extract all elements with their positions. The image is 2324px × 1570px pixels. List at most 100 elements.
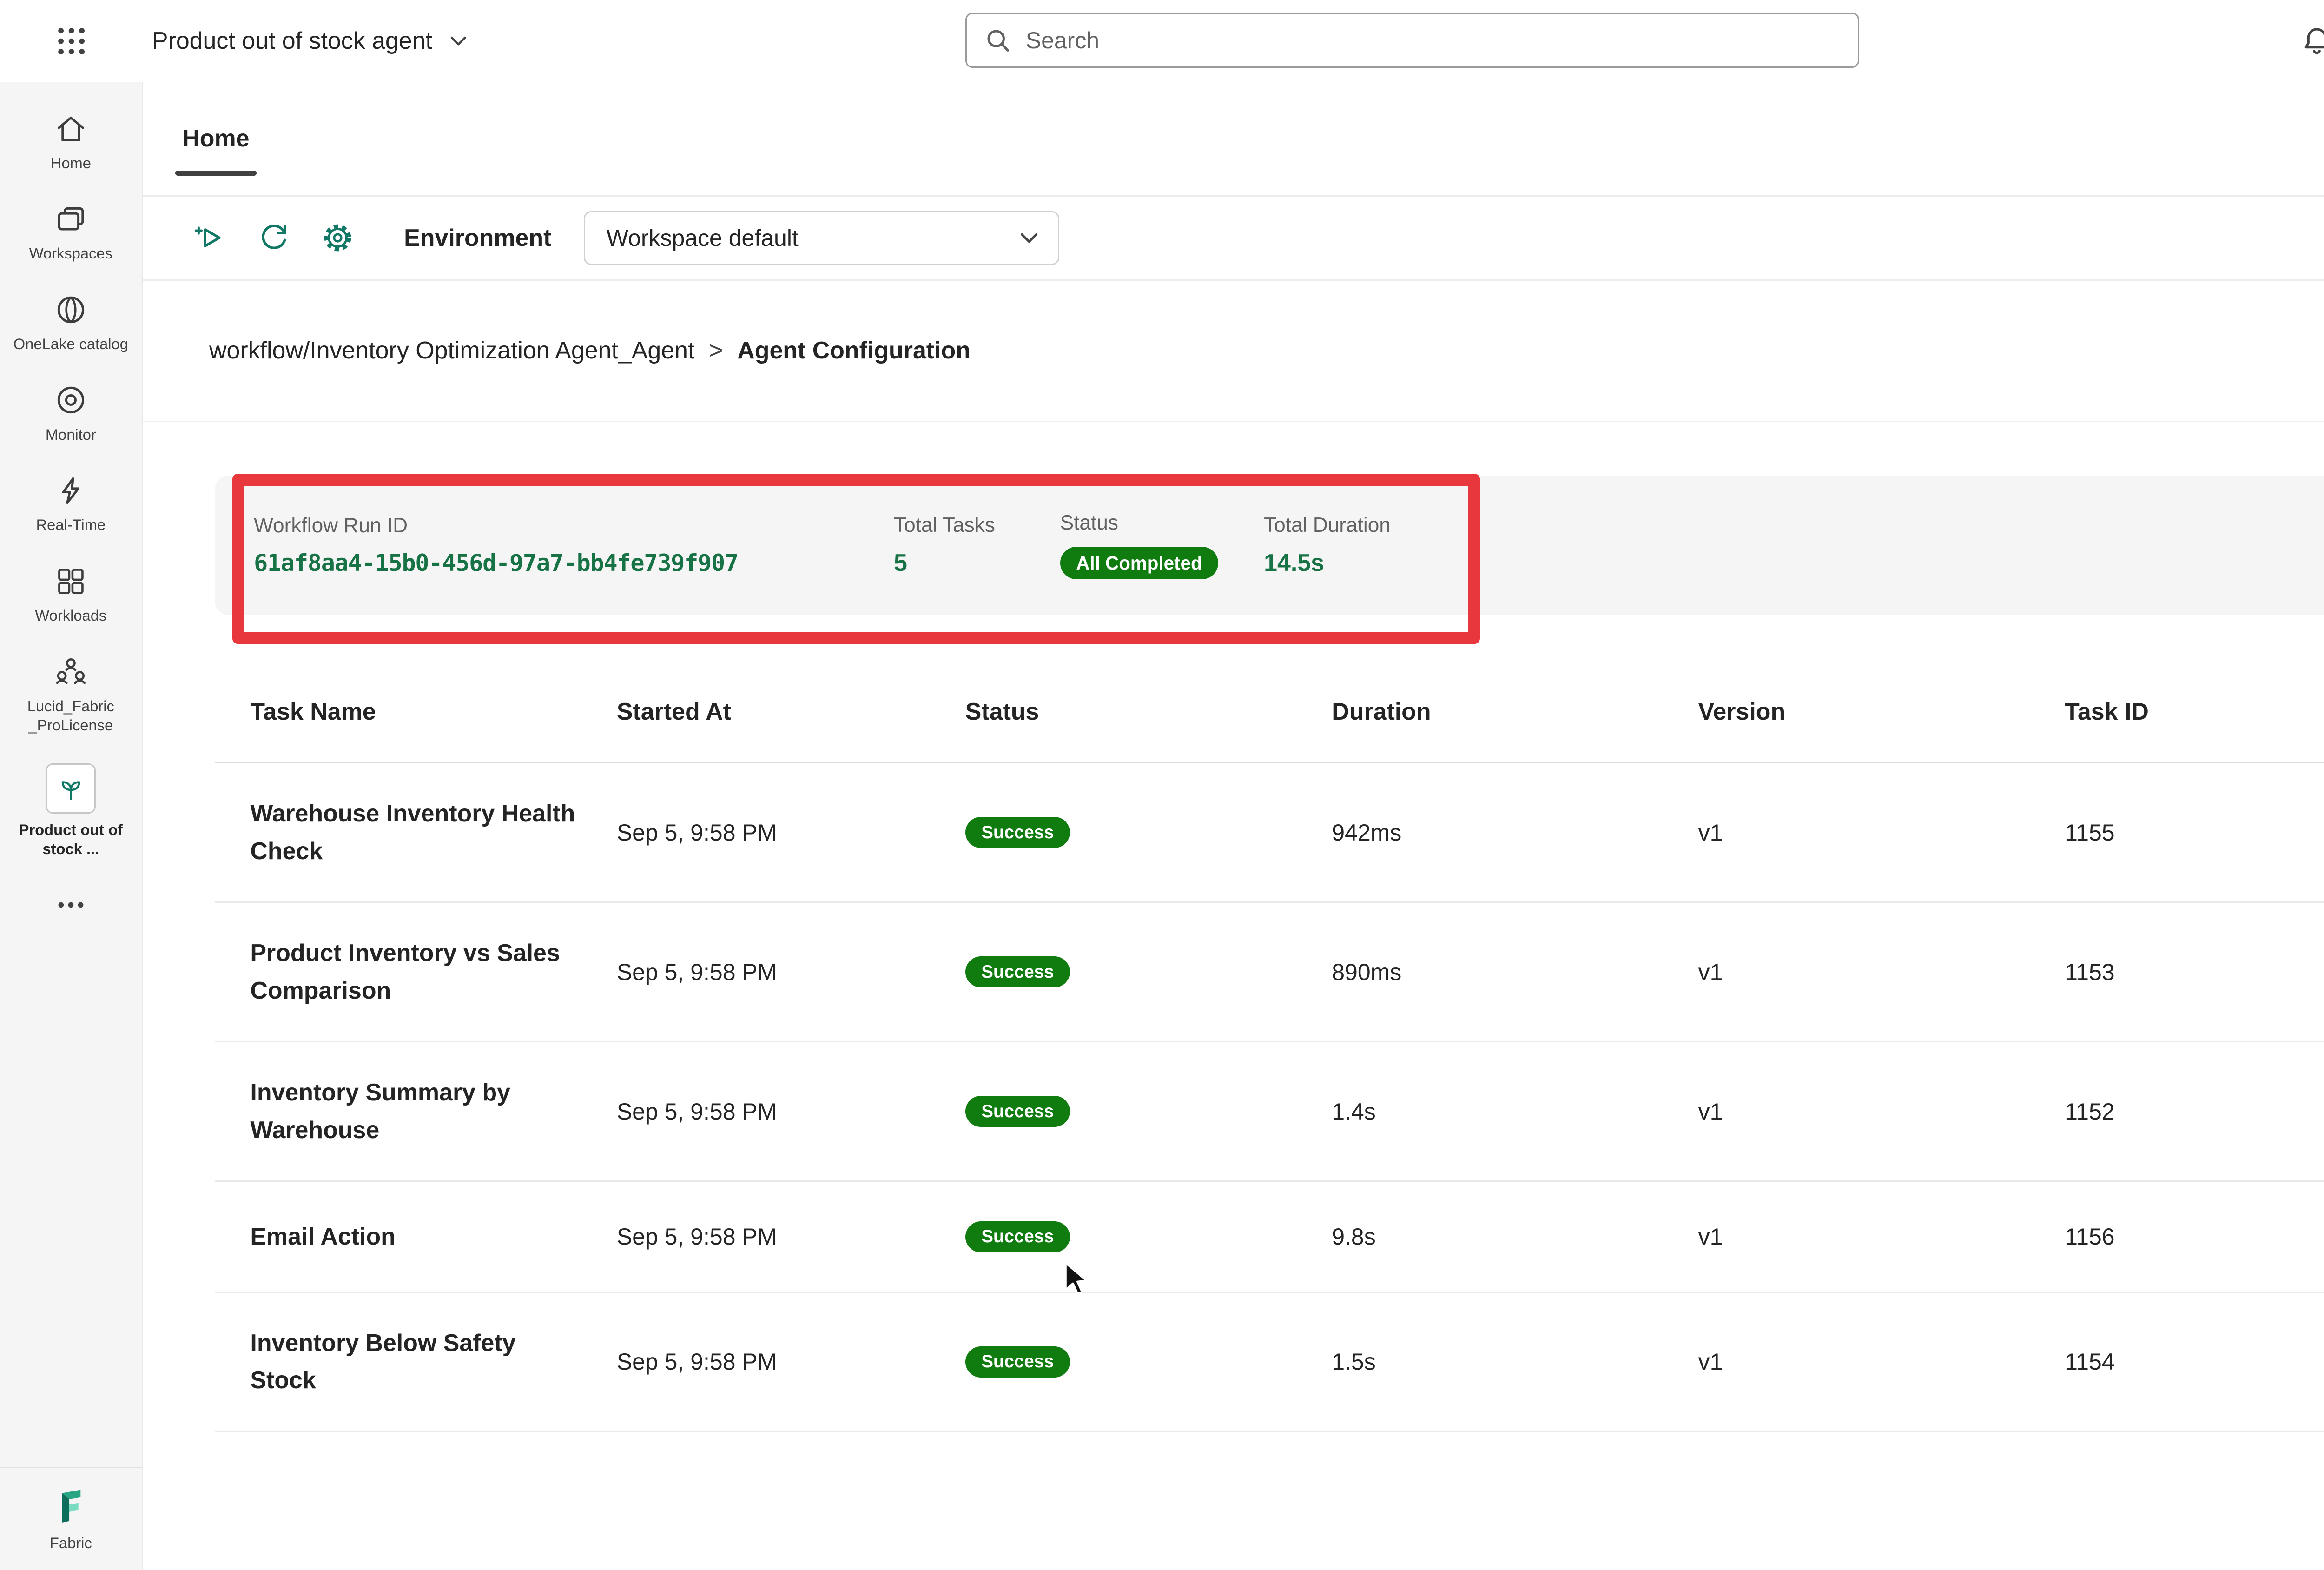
cell-task-name: Product Inventory vs Sales Comparison [250,934,575,1009]
cell-version: v1 [1698,819,2065,846]
sidebar-item-label: Monitor [46,425,96,444]
cell-version: v1 [1698,1223,2065,1250]
total-tasks-value: 5 [894,549,1060,577]
chevron-down-icon [1018,227,1040,249]
sidebar-item-label: Real-Time [36,516,106,535]
sidebar-item-onelake-catalog[interactable]: OneLake catalog [1,278,140,368]
cell-started-at: Sep 5, 9:58 PM [617,959,965,986]
cell-task-id: 1154 [2065,1348,2324,1375]
column-header-duration: Duration [1332,698,1698,726]
cell-started-at: Sep 5, 9:58 PM [617,1098,965,1125]
cell-task-name: Inventory Below Safety Stock [250,1325,575,1399]
cell-started-at: Sep 5, 9:58 PM [617,819,965,846]
status-label: Status [1060,511,1264,535]
table-row: Warehouse Inventory Health Check Sep 5, … [215,763,2324,903]
column-header-version: Version [1698,698,2065,726]
status-badge: Success [965,1096,1070,1127]
tab-bar: Home [143,82,2324,197]
more-icon [53,887,89,923]
cell-task-id: 1152 [2065,1098,2324,1125]
task-table: Task Name Started At Status Duration Ver… [215,662,2324,1432]
workspaces-icon [53,201,89,237]
global-search [965,13,1859,68]
sidebar-item-label: OneLake catalog [13,335,128,354]
status-field: Status All Completed [1060,511,1264,580]
bell-icon [2300,24,2324,58]
total-tasks-field: Total Tasks 5 [894,514,1060,577]
sidebar-item-product-out-of-stock[interactable]: Product out of stock ... [1,749,140,873]
workflow-settings-button[interactable] [318,219,358,258]
cell-task-name: Warehouse Inventory Health Check [250,795,575,870]
workloads-icon [53,563,89,599]
sidebar-footer[interactable]: Fabric [0,1467,142,1570]
fabric-label: Fabric [50,1534,92,1552]
app-switcher-label: Product out of stock agent [152,27,432,55]
cell-duration: 1.4s [1332,1098,1698,1125]
breadcrumb-path-link[interactable]: workflow/Inventory Optimization Agent_Ag… [209,337,694,364]
cell-version: v1 [1698,1098,2065,1125]
cell-duration: 890ms [1332,959,1698,986]
cell-task-id: 1155 [2065,819,2324,846]
breadcrumb-separator: > [709,337,723,364]
notifications-button[interactable]: 5 [2288,13,2324,70]
left-nav: Home Workspaces OneLake catalog Monitor [0,82,143,1570]
app-launcher-button[interactable] [0,0,143,82]
sidebar-item-label: Home [51,154,91,173]
more-button[interactable] [1,873,140,937]
refresh-button[interactable] [254,219,293,258]
sprout-icon [55,772,87,804]
total-duration-value: 14.5s [1264,549,1391,577]
sidebar-item-real-time[interactable]: Real-Time [1,458,140,549]
workflow-summary-card: Workflow Run ID 61af8aa4-15b0-456d-97a7-… [215,476,2324,615]
home-icon [53,111,89,146]
status-badge: Success [965,1221,1070,1252]
play-icon [191,220,227,256]
lightning-icon [53,473,89,509]
sidebar-item-monitor[interactable]: Monitor [1,368,140,459]
cell-duration: 1.5s [1332,1348,1698,1375]
fabric-logo-icon [49,1484,92,1527]
sidebar-item-workspaces[interactable]: Workspaces [1,187,140,278]
table-row: Inventory Summary by Warehouse Sep 5, 9:… [215,1042,2324,1182]
sidebar-item-label: Lucid_Fabric _ProLicense [10,697,132,735]
monitor-icon [53,382,89,418]
top-bar: Product out of stock agent 5 [0,0,2324,82]
cell-task-name: Inventory Summary by Warehouse [250,1074,575,1149]
column-header-started-at: Started At [617,698,965,726]
workflow-run-id-label: Workflow Run ID [254,514,894,537]
sidebar-item-workloads[interactable]: Workloads [1,549,140,640]
sidebar-item-label: Product out of stock ... [10,821,132,859]
column-header-status: Status [965,698,1332,726]
tab-home[interactable]: Home [179,125,253,152]
run-button[interactable] [190,219,229,258]
onelake-icon [53,292,89,328]
workflow-run-id-field: Workflow Run ID 61af8aa4-15b0-456d-97a7-… [254,514,894,577]
table-row: Email Action Sep 5, 9:58 PM Success 9.8s… [215,1182,2324,1292]
search-input[interactable] [1026,27,1840,54]
main-area: Home Envir [143,82,2324,1570]
status-badge: All Completed [1060,547,1219,579]
sidebar-item-label: Workspaces [29,244,112,263]
cell-task-id: 1156 [2065,1223,2324,1250]
table-row: Inventory Below Safety Stock Sep 5, 9:58… [215,1293,2324,1432]
environment-value: Workspace default [607,225,799,252]
column-header-task-id: Task ID [2065,698,2324,726]
environment-combobox[interactable]: Workspace default [584,211,1059,265]
status-badge: Success [965,817,1070,848]
cell-started-at: Sep 5, 9:58 PM [617,1223,965,1250]
chevron-down-icon [449,31,468,51]
total-duration-label: Total Duration [1264,514,1391,537]
column-header-task-name: Task Name [250,698,616,726]
sidebar-item-lucid-fabric-prolicense[interactable]: Lucid_Fabric _ProLicense [1,640,140,749]
people-icon [53,654,89,689]
total-duration-field: Total Duration 14.5s [1264,514,1391,577]
workflow-toolbar: Environment Workspace default [143,197,2324,281]
waffle-icon [55,25,87,57]
app-switcher[interactable]: Product out of stock agent [152,0,468,82]
agent-tile [46,763,96,814]
refresh-icon [257,221,290,255]
sidebar-item-home[interactable]: Home [1,97,140,187]
gear-icon [321,221,355,255]
cell-duration: 9.8s [1332,1223,1698,1250]
